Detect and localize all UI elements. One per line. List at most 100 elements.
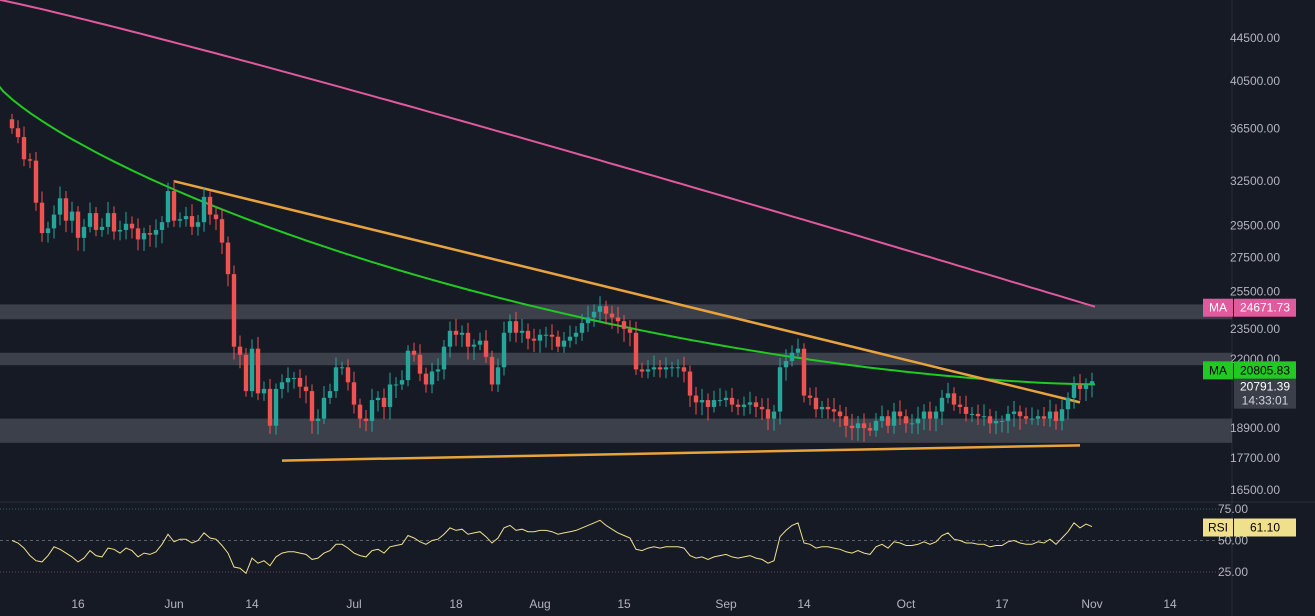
- price-axis[interactable]: 44500.00 40500.00 36500.00 32500.00 29500.00…: [1230, 31, 1280, 497]
- candle: [453, 319, 459, 347]
- candle-body: [123, 223, 129, 230]
- rsi-tag: RSI 61.10: [1203, 518, 1296, 537]
- candle-body: [57, 198, 63, 215]
- candle: [603, 300, 609, 325]
- ma-line: [0, 0, 1096, 308]
- candle: [741, 396, 747, 416]
- candle-body: [249, 348, 255, 392]
- rsi-level-label: 75.00: [1218, 502, 1248, 516]
- candle-body: [237, 346, 243, 355]
- candle: [249, 339, 255, 398]
- candle-body: [489, 356, 495, 385]
- candle-body: [1077, 384, 1083, 389]
- candle-body: [69, 211, 75, 221]
- candle-body: [651, 367, 657, 370]
- candle-body: [597, 306, 603, 312]
- candle-body: [1065, 397, 1071, 410]
- candle-body: [1017, 411, 1023, 417]
- candle: [495, 358, 501, 392]
- candle: [15, 120, 21, 144]
- candle: [993, 411, 999, 435]
- candle-body: [465, 332, 471, 347]
- support-zone: [0, 418, 1232, 443]
- time-tick-label: Jul: [346, 597, 361, 611]
- current-price-value: 20791.39: [1240, 380, 1290, 394]
- candle: [555, 330, 561, 353]
- candle: [447, 321, 453, 358]
- candle: [843, 406, 849, 438]
- candle-body: [945, 393, 951, 398]
- candle: [801, 343, 807, 403]
- time-tick-label: 14: [797, 597, 811, 611]
- time-tick-label: Sep: [715, 597, 737, 611]
- candle-body: [267, 388, 273, 426]
- candle-body: [855, 423, 861, 429]
- candle-body: [867, 428, 873, 431]
- candle: [21, 126, 27, 167]
- candle-body: [1005, 413, 1011, 421]
- candle-body: [537, 334, 543, 341]
- candle: [39, 191, 45, 242]
- candle: [951, 387, 957, 411]
- candle-body: [255, 348, 261, 394]
- candle: [273, 383, 279, 435]
- price-tick-label: 36500.00: [1230, 121, 1280, 135]
- ma-tag-pink-value-bg: [1234, 298, 1296, 317]
- candle-body: [297, 377, 303, 387]
- candle: [987, 408, 993, 434]
- candle-body: [567, 336, 573, 341]
- candle-body: [357, 404, 363, 419]
- candle-body: [303, 386, 309, 392]
- candle: [579, 313, 585, 341]
- candle: [267, 378, 273, 434]
- candle-body: [417, 354, 423, 374]
- candle: [219, 208, 225, 255]
- candle: [417, 344, 423, 382]
- candle-body: [387, 384, 393, 407]
- price-tick-label: 17700.00: [1230, 451, 1280, 465]
- candle-body: [1071, 384, 1077, 398]
- candle: [63, 190, 69, 233]
- candle: [975, 404, 981, 426]
- candle: [591, 304, 597, 327]
- candle-body: [807, 395, 813, 398]
- candle: [681, 356, 687, 383]
- candle-body: [63, 198, 69, 221]
- candle-body: [843, 416, 849, 426]
- candle-body: [831, 409, 837, 412]
- candle: [183, 206, 189, 227]
- candle-body: [603, 306, 609, 314]
- candle-body: [1023, 416, 1029, 419]
- time-axis[interactable]: 16 Jun 14 Jul 18 Aug 15 Sep 14 Oct 17 Nov 14: [71, 597, 1177, 611]
- candle-body: [1011, 411, 1017, 414]
- candle: [393, 377, 399, 398]
- price-tick-label: 29500.00: [1230, 218, 1280, 232]
- candle: [213, 206, 219, 230]
- candle-body: [999, 420, 1005, 422]
- candle-body: [609, 313, 615, 318]
- candle: [1059, 399, 1065, 431]
- time-tick-label: 17: [995, 597, 1009, 611]
- candle: [297, 369, 303, 399]
- candle: [171, 179, 177, 227]
- candle-body: [1089, 381, 1095, 385]
- ma-line: [0, 85, 1096, 386]
- candle: [27, 153, 33, 169]
- candle: [849, 413, 855, 441]
- ma-tag-green-label: MA: [1209, 363, 1227, 377]
- candle: [549, 324, 555, 351]
- candle: [513, 311, 519, 343]
- ma-tag-pink-label-bg: [1203, 298, 1233, 317]
- candle: [543, 326, 549, 348]
- candle-body: [981, 416, 987, 418]
- candle-body: [873, 420, 879, 431]
- candle-body: [21, 137, 27, 160]
- candle-body: [195, 222, 201, 227]
- candle: [123, 211, 129, 240]
- candle-body: [645, 369, 651, 372]
- candle: [129, 216, 135, 239]
- candle: [105, 201, 111, 235]
- candle-body: [579, 323, 585, 333]
